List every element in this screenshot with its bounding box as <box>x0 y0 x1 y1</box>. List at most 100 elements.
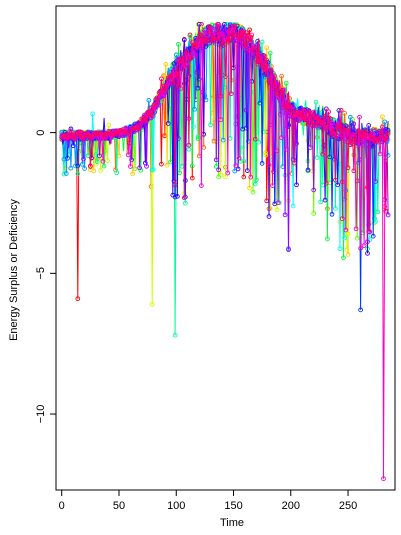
data-point <box>145 110 150 116</box>
data-point <box>94 131 100 137</box>
data-point <box>220 43 226 49</box>
data-point <box>165 75 171 80</box>
data-point <box>90 111 95 117</box>
data-point <box>329 211 335 217</box>
y-tick-label: −10 <box>35 405 47 424</box>
data-point <box>186 142 192 148</box>
data-point <box>136 126 141 132</box>
data-point <box>152 101 157 107</box>
data-point <box>365 239 370 245</box>
data-point <box>228 91 234 97</box>
data-point <box>131 125 137 131</box>
data-point <box>142 116 148 122</box>
data-point <box>125 152 131 158</box>
data-point <box>320 151 326 157</box>
data-point <box>124 130 130 135</box>
data-point <box>176 41 181 47</box>
data-point <box>122 129 128 135</box>
data-point <box>259 161 265 166</box>
data-point <box>286 247 291 253</box>
data-point <box>183 194 188 200</box>
data-point <box>223 74 228 79</box>
data-point <box>345 252 351 257</box>
data-point <box>365 251 370 256</box>
data-point <box>184 49 189 55</box>
data-point <box>243 107 249 113</box>
x-axis: 0 50 100 150 200 250 <box>59 490 357 512</box>
data-point <box>335 182 341 188</box>
data-point <box>173 52 179 58</box>
data-point <box>97 130 102 136</box>
data-point <box>294 182 299 188</box>
data-point <box>267 122 273 128</box>
data-point <box>323 106 329 112</box>
data-point <box>287 103 292 109</box>
data-point <box>279 73 284 79</box>
data-point <box>140 116 146 122</box>
data-point <box>63 171 69 176</box>
data-point <box>172 332 178 338</box>
data-point <box>88 164 93 169</box>
data-point <box>264 45 270 51</box>
data-point <box>161 84 167 89</box>
data-point <box>266 214 272 219</box>
data-point <box>344 247 350 253</box>
data-point <box>259 39 265 45</box>
data-point <box>225 170 231 176</box>
data-point <box>204 38 210 44</box>
x-tick-label: 0 <box>59 500 65 512</box>
data-point <box>247 185 252 191</box>
data-point <box>160 94 165 99</box>
data-point <box>381 476 386 482</box>
data-point <box>311 187 317 193</box>
data-point <box>208 122 213 128</box>
data-point <box>358 245 363 251</box>
data-point <box>90 133 95 139</box>
data-point <box>81 156 86 162</box>
data-point <box>239 43 244 48</box>
data-point <box>282 212 288 218</box>
data-point <box>195 85 201 91</box>
data-point <box>267 206 273 212</box>
data-point <box>170 81 176 86</box>
data-point <box>294 110 299 115</box>
data-point <box>200 34 205 40</box>
data-point <box>232 23 238 28</box>
data-point <box>68 126 74 132</box>
data-point <box>105 158 110 163</box>
data-point <box>199 183 204 188</box>
data-point <box>248 34 254 40</box>
data-point <box>176 83 181 89</box>
data-point <box>284 107 290 113</box>
data-point <box>263 152 268 158</box>
data-point <box>156 90 162 96</box>
data-point <box>216 174 221 180</box>
data-point <box>195 134 201 140</box>
y-axis: −10 −5 0 <box>35 130 56 424</box>
data-point <box>274 207 280 213</box>
data-point <box>250 46 256 52</box>
data-point <box>243 30 249 36</box>
data-point <box>181 37 187 43</box>
data-point <box>270 183 275 188</box>
data-point <box>240 126 246 132</box>
data-point <box>147 106 153 111</box>
y-axis-label: Energy Surplus or Deficiency <box>8 199 20 341</box>
x-axis-label: Time <box>220 517 244 529</box>
data-point <box>108 131 114 137</box>
data-point <box>218 43 224 49</box>
data-point <box>76 130 82 136</box>
data-point <box>333 177 338 183</box>
data-point <box>128 164 133 169</box>
data-point <box>353 138 359 144</box>
data-point <box>150 167 156 172</box>
data-point <box>65 135 70 141</box>
data-point <box>278 89 283 95</box>
data-point <box>252 181 258 187</box>
data-point <box>354 235 360 241</box>
data-point <box>246 50 251 56</box>
data-point <box>168 74 173 79</box>
data-point <box>330 128 336 133</box>
data-point <box>319 118 325 124</box>
